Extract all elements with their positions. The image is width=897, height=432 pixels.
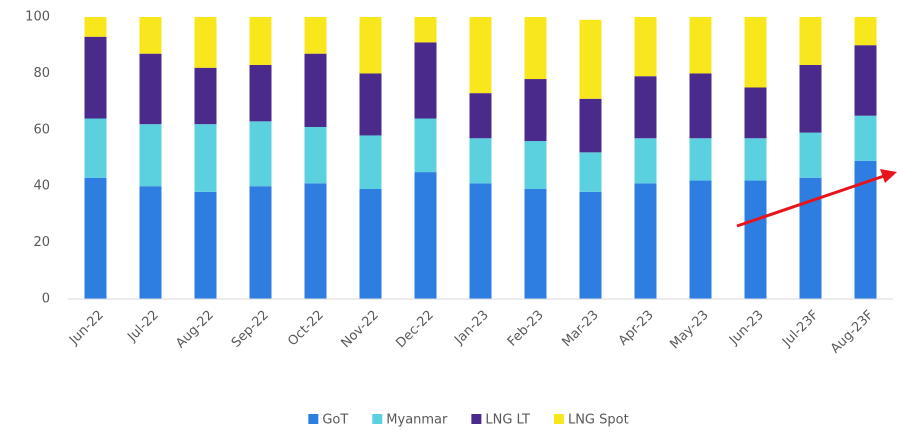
- bar-segment: [469, 183, 492, 299]
- legend-swatch: [553, 414, 564, 424]
- bar-segment: [414, 172, 437, 299]
- x-tick-label: Oct-22: [285, 308, 327, 350]
- bar-segment: [799, 132, 822, 178]
- bar-segment: [634, 183, 657, 299]
- bar-segment: [469, 17, 492, 94]
- bar-segment: [689, 180, 712, 299]
- bar-segment: [359, 17, 382, 74]
- bar-segment: [414, 17, 437, 43]
- bar-segment: [304, 53, 327, 127]
- x-tick-label: Jan-23: [451, 308, 492, 349]
- legend: GoT Myanmar LNG LT LNG Spot: [308, 413, 629, 428]
- bar-segment: [414, 42, 437, 119]
- bar-segment: [304, 183, 327, 299]
- bar-segment: [854, 160, 877, 299]
- bar-segment: [579, 98, 602, 153]
- bar-segment: [854, 45, 877, 116]
- bar-segment: [194, 191, 217, 299]
- bar-segment: [304, 17, 327, 54]
- x-tick-label: Nov-22: [338, 308, 381, 351]
- y-tick-label: 40: [33, 179, 50, 194]
- trend-arrow: [736, 174, 885, 228]
- bar-segment: [744, 17, 767, 88]
- legend-label: LNG LT: [485, 413, 530, 428]
- y-tick-label: 60: [33, 122, 50, 137]
- x-tick-label: May-23: [667, 308, 711, 352]
- bar-segment: [579, 191, 602, 299]
- bar-segment: [414, 118, 437, 173]
- trend-arrow-head: [880, 169, 897, 183]
- x-tick-label: Jul-23F: [779, 308, 822, 351]
- x-tick-label: Aug-23F: [828, 308, 877, 357]
- bar-segment: [84, 118, 107, 178]
- y-tick-label: 20: [33, 235, 50, 250]
- x-tick-label: Apr-23: [616, 308, 657, 349]
- bar-segment: [524, 17, 547, 80]
- x-tick-label: Jul-22: [124, 308, 161, 345]
- bar-segment: [854, 115, 877, 161]
- plot: 0 20 40 60 80 100 Jun-22 Jul-22 Aug-22 Sep-22 Oct-…: [25, 10, 893, 357]
- bar-segment: [689, 17, 712, 74]
- bar-segment: [799, 177, 822, 299]
- legend-label: LNG Spot: [568, 413, 629, 428]
- bar-segment: [249, 186, 272, 299]
- bar-segment: [634, 17, 657, 77]
- bar-segment: [799, 17, 822, 65]
- bar-segment: [689, 138, 712, 181]
- bar-segment: [249, 17, 272, 65]
- bar-segment: [84, 36, 107, 119]
- bar-segment: [304, 126, 327, 184]
- bar-segment: [139, 186, 162, 299]
- bar-segment: [84, 177, 107, 299]
- bar-segment: [194, 17, 217, 68]
- bar-segment: [249, 121, 272, 187]
- y-tick-label: 80: [33, 66, 50, 81]
- bar-segment: [194, 124, 217, 192]
- bar-segment: [744, 180, 767, 299]
- bar-segment: [579, 19, 602, 99]
- x-tick-label: Dec-22: [393, 308, 436, 351]
- bar-segment: [744, 138, 767, 181]
- bar-segment: [469, 93, 492, 139]
- x-tick-label: Sep-22: [229, 308, 272, 351]
- x-tick-label: Mar-23: [559, 308, 601, 350]
- bar-segment: [194, 67, 217, 125]
- x-tick-label: Aug-22: [173, 308, 217, 352]
- x-tick-label: Jun-23: [726, 308, 767, 349]
- bar-segment: [579, 152, 602, 192]
- bar-segment: [84, 17, 107, 37]
- bar-segment: [634, 138, 657, 184]
- y-tick-label: 100: [25, 10, 50, 25]
- bar-segment: [524, 141, 547, 190]
- bar-segment: [139, 53, 162, 125]
- bar-segment: [634, 76, 657, 139]
- bar-segment: [359, 189, 382, 299]
- legend-label: Myanmar: [386, 413, 448, 428]
- bar-segment: [744, 87, 767, 139]
- legend-label: GoT: [322, 413, 348, 428]
- legend-swatch: [471, 414, 482, 424]
- bar-segment: [249, 64, 272, 122]
- bar-segment: [139, 124, 162, 187]
- bar-segment: [524, 189, 547, 299]
- bar-segment: [469, 138, 492, 184]
- bar-segment: [139, 17, 162, 54]
- x-tick-label: Feb-23: [505, 308, 547, 350]
- bar-segment: [854, 17, 877, 46]
- legend-swatch: [372, 414, 383, 424]
- bar-segment: [359, 135, 382, 190]
- bar-segment: [524, 79, 547, 142]
- legend-swatch: [308, 414, 319, 424]
- x-tick-label: Jun-22: [66, 308, 107, 349]
- bar-segment: [689, 73, 712, 139]
- bar-segment: [799, 64, 822, 133]
- y-tick-label: 0: [42, 292, 50, 307]
- bar-segment: [359, 73, 382, 136]
